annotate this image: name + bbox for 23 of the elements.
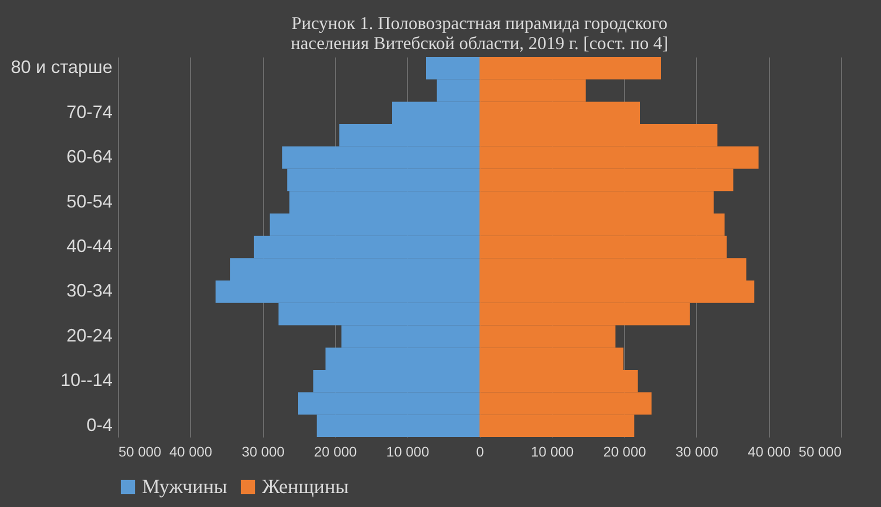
x-tick-label: 40 000 xyxy=(748,444,791,460)
y-tick-label: 20-24 xyxy=(66,325,112,346)
x-tick-label: 20 000 xyxy=(314,444,358,460)
x-tick-label: 30 000 xyxy=(675,444,719,460)
x-tick-label: 0 xyxy=(476,444,484,460)
x-tick-label: 10 000 xyxy=(386,444,430,460)
x-tick-label: 30 000 xyxy=(242,444,285,460)
x-tick-label: 20 000 xyxy=(603,444,646,460)
x-tick-label: 10 000 xyxy=(530,444,574,460)
y-tick-label: 80 и старше xyxy=(10,57,112,78)
x-tick-label: 50 000 xyxy=(118,444,162,460)
chart-title: Рисунок 1. Половозрастная пирамида городского населения Витебской области, 2019 г. [сост. по 4] xyxy=(290,13,668,53)
legend-label: Женщины xyxy=(262,476,349,498)
x-tick-label: 40 000 xyxy=(169,444,212,460)
y-tick-label: 10--14 xyxy=(60,370,112,390)
x-tick-label: 50 000 xyxy=(798,444,842,460)
y-tick-label: 50-54 xyxy=(66,191,112,212)
y-tick-label: 0-4 xyxy=(86,414,112,435)
y-tick-label: 40-44 xyxy=(66,236,112,256)
y-tick-label: 60-64 xyxy=(66,146,112,167)
y-tick-label: 30-34 xyxy=(66,280,112,301)
legend-label: Мужчины xyxy=(142,476,228,498)
y-tick-label: 70-74 xyxy=(66,102,112,122)
